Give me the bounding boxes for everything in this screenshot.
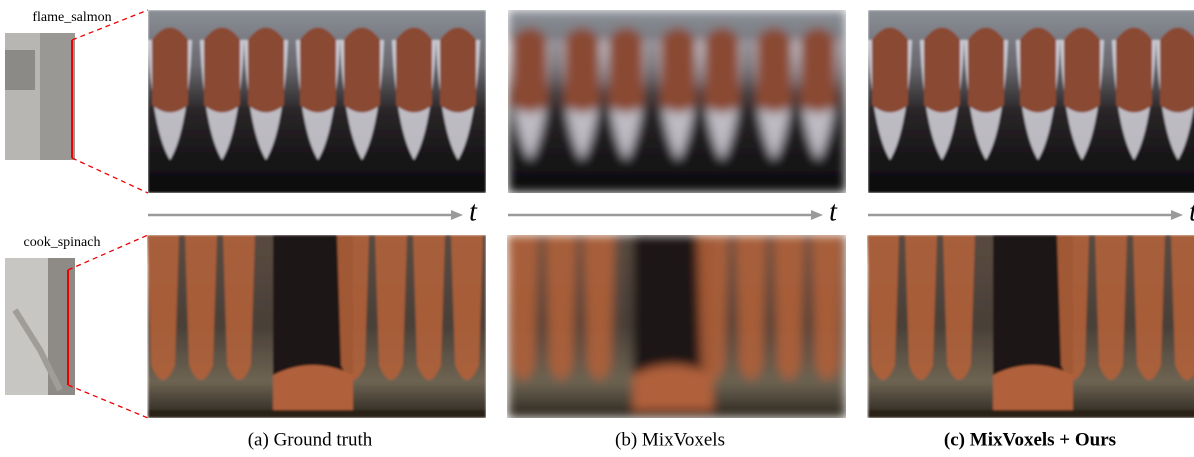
salmon: [1116, 27, 1152, 113]
salmon: [968, 27, 1004, 113]
image-panel: [508, 10, 846, 193]
spinach: [993, 365, 1073, 410]
floor: [508, 410, 846, 418]
spinach: [337, 235, 369, 380]
salmon: [300, 27, 336, 113]
floor: [148, 410, 486, 418]
row-label: cook_spinach: [24, 235, 101, 250]
spinach: [811, 235, 843, 380]
salmon: [924, 27, 960, 113]
time-label: t: [829, 196, 838, 227]
spinach: [735, 235, 767, 380]
image-panel: [147, 235, 486, 418]
salmon: [1064, 27, 1100, 113]
column-caption: (c) MixVoxels + Ours: [944, 429, 1116, 450]
image-panel: [148, 10, 486, 193]
image-panel: [867, 235, 1194, 418]
zoom-line: [67, 234, 149, 271]
spinach: [1095, 235, 1127, 380]
thumbnail-detail: [12, 308, 63, 392]
spinach: [905, 235, 937, 380]
spinach: [1133, 235, 1165, 380]
spinach: [451, 235, 483, 380]
salmon: [660, 27, 696, 113]
spinach: [943, 235, 975, 380]
row-label: flame_salmon: [32, 10, 111, 25]
salmon: [344, 27, 380, 113]
spinach: [697, 235, 729, 380]
salmon: [248, 27, 284, 113]
salmon: [440, 27, 476, 113]
salmon: [1020, 27, 1056, 113]
image-panel: [868, 10, 1194, 193]
thumbnail-detail: [40, 33, 75, 160]
arrow-head: [1171, 210, 1183, 220]
salmon: [1160, 27, 1194, 113]
spinach: [867, 235, 899, 380]
time-label: t: [469, 196, 478, 227]
thumbnail-detail: [5, 50, 35, 90]
image-panel: [507, 235, 846, 418]
salmon: [800, 27, 836, 113]
spinach: [223, 235, 255, 380]
salmon: [872, 27, 908, 113]
salmon: [564, 27, 600, 113]
salmon: [396, 27, 432, 113]
salmon: [756, 27, 792, 113]
spinach: [273, 365, 353, 410]
salmon: [704, 27, 740, 113]
column-caption: (b) MixVoxels: [615, 429, 725, 450]
spinach: [413, 235, 445, 380]
zoom-line: [71, 9, 149, 41]
time-label: t: [1189, 196, 1194, 227]
zoom-line: [71, 157, 149, 194]
spinach: [545, 235, 577, 380]
spinach: [507, 235, 539, 380]
salmon: [152, 27, 188, 113]
spinach: [147, 235, 179, 380]
arrow-head: [451, 210, 463, 220]
column-caption: (a) Ground truth: [248, 429, 373, 450]
spinach: [633, 365, 713, 410]
spinach: [583, 235, 615, 380]
spinach: [1171, 235, 1194, 380]
spinach: [773, 235, 805, 380]
floor: [868, 410, 1194, 418]
spinach: [1057, 235, 1089, 380]
spinach: [185, 235, 217, 380]
arrow-head: [811, 210, 823, 220]
salmon: [512, 27, 548, 113]
spinach: [375, 235, 407, 380]
zoom-line: [67, 384, 149, 419]
salmon: [608, 27, 644, 113]
salmon: [204, 27, 240, 113]
